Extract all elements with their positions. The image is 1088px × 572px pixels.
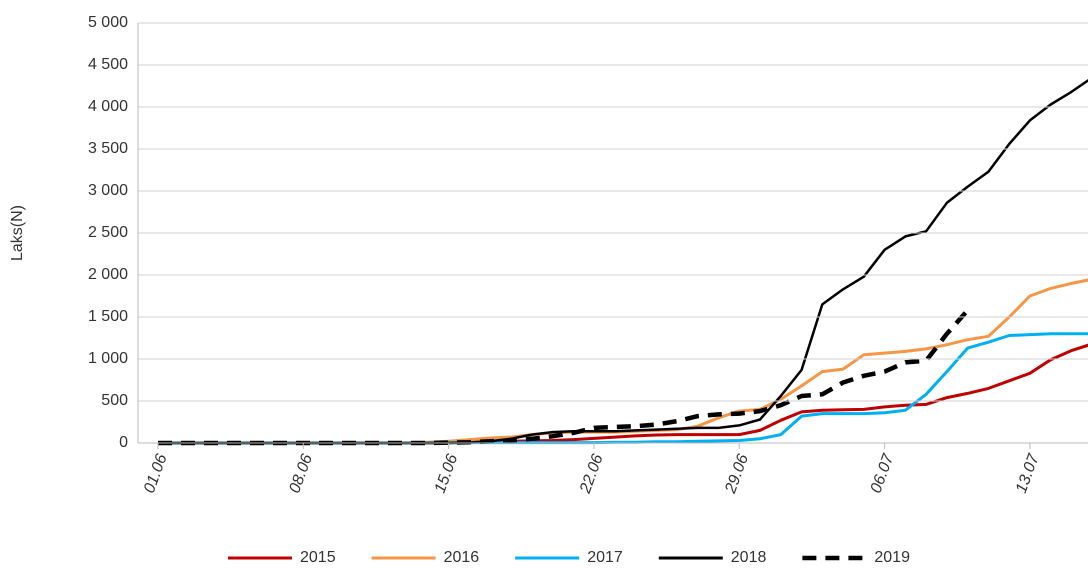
legend-label: 2018 [731, 549, 767, 566]
y-tick-label: 4 500 [88, 56, 128, 73]
series-line [158, 78, 1088, 445]
y-tick-label: 2 000 [88, 266, 128, 283]
x-tick-label: 06.07 [868, 451, 898, 495]
y-tick-label: 1 500 [88, 308, 128, 325]
y-tick-label: 1 000 [88, 350, 128, 367]
legend-label: 2017 [587, 549, 623, 566]
x-tick-label: 15.06 [432, 452, 462, 496]
legend-label: 2016 [444, 549, 480, 566]
series-line [158, 308, 970, 446]
y-tick-label: 3 000 [88, 182, 128, 199]
legend-label: 2019 [874, 549, 910, 566]
y-tick-label: 0 [119, 434, 128, 451]
x-tick-label: 29.06 [722, 452, 752, 496]
series-line [158, 278, 1088, 445]
y-tick-label: 500 [101, 392, 128, 409]
x-tick-label: 01.06 [141, 452, 171, 496]
legend-label: 2015 [300, 549, 336, 566]
plot-area [158, 78, 1088, 446]
x-tick-label: 13.07 [1013, 451, 1043, 495]
y-tick-label: 2 500 [88, 224, 128, 241]
x-tick-label: 08.06 [286, 452, 316, 496]
y-tick-label: 5 000 [88, 14, 128, 31]
y-tick-label: 4 000 [88, 98, 128, 115]
x-tick-label: 22.06 [577, 452, 607, 496]
y-tick-label: 3 500 [88, 140, 128, 157]
y-axis-label: Laks(N) [9, 205, 26, 261]
